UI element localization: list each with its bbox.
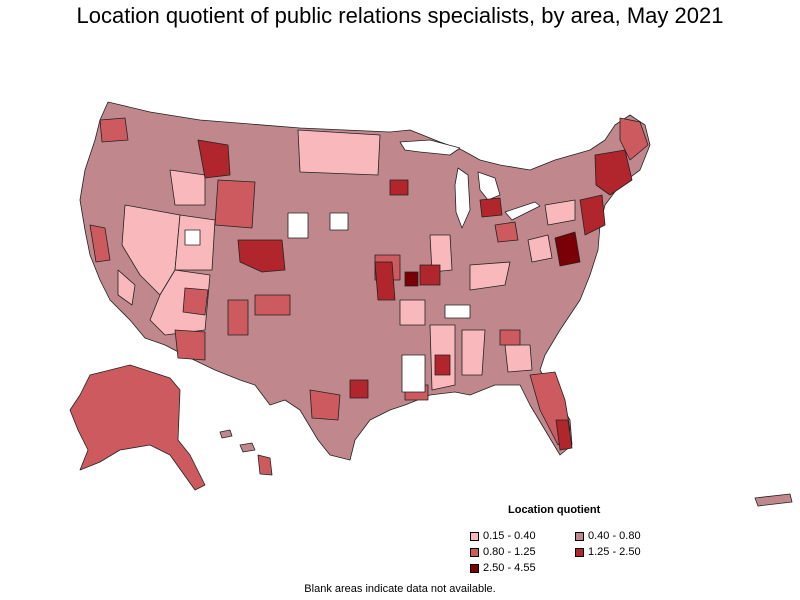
map-title: Location quotient of public relations sp… [76, 3, 724, 28]
region-montana-west[interactable] [197, 139, 231, 179]
legend-swatch-1 [470, 531, 479, 541]
region-hawaii-big-island[interactable] [257, 454, 273, 476]
region-north-dakota[interactable] [297, 129, 381, 176]
region-arkansas-part[interactable] [399, 299, 426, 326]
region-idaho-south[interactable] [169, 169, 206, 206]
region-california-coast[interactable] [89, 224, 111, 263]
legend-swatch-3 [470, 547, 479, 557]
legend-label-2: 0.40 - 0.80 [588, 530, 641, 542]
region-california-south[interactable] [117, 269, 136, 306]
region-washington-dc[interactable] [554, 231, 581, 267]
region-blank-utah[interactable] [184, 229, 201, 246]
region-alabama-part2[interactable] [434, 354, 451, 376]
region-wisconsin-part[interactable] [389, 179, 409, 196]
region-illinois-part[interactable] [429, 234, 453, 273]
legend-label-1: 0.15 - 0.40 [483, 530, 536, 542]
region-west-virginia-part[interactable] [527, 234, 553, 263]
legend-item-1: 0.15 - 0.40 [470, 530, 536, 542]
footnote: Blank areas indicate data not available. [304, 583, 496, 595]
legend-swatch-4 [575, 547, 584, 557]
region-texas-south[interactable] [309, 389, 341, 421]
region-hawaii-maui[interactable] [239, 442, 256, 453]
legend-label-3: 0.80 - 1.25 [483, 546, 536, 558]
region-colorado-denver[interactable] [237, 239, 286, 273]
lake-superior [399, 139, 461, 156]
region-maine-north[interactable] [619, 117, 649, 161]
legend-item-4: 1.25 - 2.50 [575, 546, 641, 558]
region-ohio-part[interactable] [494, 221, 519, 243]
region-blank-tennessee[interactable] [444, 304, 471, 319]
region-blank-mississippi[interactable] [401, 354, 426, 393]
legend-item-3: 0.80 - 1.25 [470, 546, 536, 558]
region-northeast-corridor[interactable] [579, 194, 606, 236]
region-puerto-rico[interactable] [754, 493, 793, 507]
region-washington-part[interactable] [99, 117, 129, 143]
legend-title: Location quotient [508, 504, 601, 516]
region-hawaii-oahu[interactable] [219, 429, 233, 439]
region-kansas-missouri[interactable] [374, 261, 396, 301]
region-blank-wyoming[interactable] [287, 212, 309, 239]
region-georgia-atlanta[interactable] [499, 329, 521, 346]
region-new-mexico-part[interactable] [182, 287, 209, 316]
region-oklahoma-part[interactable] [254, 294, 291, 316]
region-georgia-part[interactable] [504, 344, 533, 373]
region-alaska[interactable] [69, 364, 206, 491]
legend-label-5: 2.50 - 4.55 [483, 562, 536, 574]
legend-item-2: 0.40 - 0.80 [575, 530, 641, 542]
legend-label-4: 1.25 - 2.50 [588, 546, 641, 558]
region-new-england[interactable] [594, 149, 633, 196]
region-arizona[interactable] [149, 269, 211, 336]
lake-erie [504, 201, 541, 221]
region-new-mexico-central[interactable] [227, 299, 249, 336]
region-blank-nebraska[interactable] [329, 212, 349, 231]
region-wyoming-east[interactable] [214, 179, 256, 229]
region-pennsylvania-part[interactable] [544, 199, 576, 226]
legend-swatch-5 [470, 563, 479, 573]
region-arizona-south[interactable] [174, 329, 206, 361]
region-michigan-part[interactable] [479, 197, 503, 218]
region-florida-south[interactable] [555, 419, 573, 451]
region-kentucky-part[interactable] [469, 261, 511, 291]
region-alabama-part[interactable] [461, 329, 486, 376]
legend-item-5: 2.50 - 4.55 [470, 562, 536, 574]
lake-michigan [454, 167, 471, 229]
legend-swatch-2 [575, 531, 584, 541]
region-missouri-columbia[interactable] [404, 271, 419, 287]
region-missouri-stlouis[interactable] [419, 264, 441, 286]
region-texas-austin[interactable] [349, 379, 369, 399]
lake-huron [477, 171, 501, 201]
